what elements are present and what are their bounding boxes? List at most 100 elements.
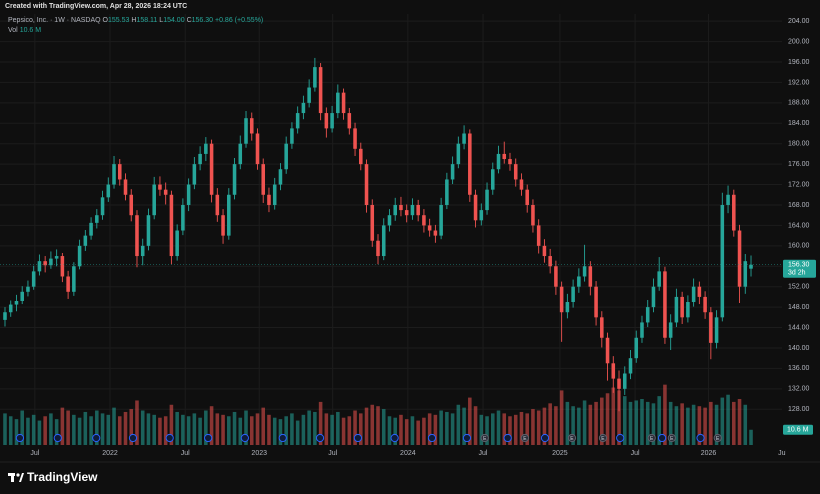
candle-body: [307, 87, 311, 103]
candle-body: [737, 230, 742, 287]
dividend-marker: [540, 433, 550, 443]
candle-body: [290, 128, 294, 144]
candle-body: [8, 304, 13, 313]
volume-bar: [26, 417, 30, 445]
volume-bar: [267, 414, 271, 445]
volume-bar: [479, 414, 484, 445]
candle-body: [416, 204, 420, 216]
candle-body: [364, 164, 369, 205]
y-tick-label: 184.00: [788, 120, 810, 127]
candle-body: [473, 194, 478, 221]
candle-body: [686, 302, 690, 318]
volume-bar: [462, 407, 466, 445]
volume-bar: [117, 416, 122, 445]
candle-body: [663, 271, 667, 338]
volume-bar: [605, 393, 610, 445]
volume-bar: [307, 410, 311, 445]
volume-bar: [49, 413, 53, 445]
volume-bar: [347, 416, 352, 445]
candle-body: [531, 204, 535, 226]
earnings-label: E: [483, 436, 487, 442]
earnings-marker: [520, 433, 530, 443]
earnings-marker: [647, 433, 656, 443]
candle-body: [554, 266, 558, 287]
y-tick-label: 192.00: [788, 79, 810, 86]
candle-body: [72, 266, 76, 292]
ohlc-value: 155.53: [108, 17, 130, 24]
earnings-marker: [567, 433, 577, 443]
candle-body: [588, 266, 593, 287]
candle-body: [112, 164, 116, 185]
x-tick-label: Jul: [631, 450, 640, 457]
candle-body: [634, 337, 639, 359]
earnings-label: E: [650, 436, 654, 442]
volume-bar: [737, 399, 742, 445]
candle-body: [43, 261, 47, 266]
candle-body: [565, 302, 570, 313]
dividend-marker: [315, 433, 325, 443]
volume-bar: [204, 410, 208, 445]
candle-body: [536, 225, 541, 246]
volume-bar: [422, 417, 426, 445]
dividend-marker: [15, 433, 25, 443]
dividend-marker: [92, 433, 101, 443]
y-tick-label: 168.00: [788, 202, 810, 209]
volume-bar: [209, 406, 214, 445]
ohlc-label: C: [186, 17, 192, 24]
header: Created with TradingView.com, Apr 28, 20…: [5, 3, 188, 10]
dividend-marker: [165, 433, 174, 443]
earnings-marker: [598, 433, 608, 443]
volume-bar: [318, 401, 323, 445]
volume-bar: [439, 410, 443, 445]
candle-body: [135, 215, 139, 257]
volume-bar: [192, 413, 197, 445]
volume-bar: [8, 416, 13, 445]
candle-body: [359, 148, 363, 165]
volume-bar: [60, 407, 65, 445]
volume-bar: [622, 396, 627, 445]
volume-bar: [72, 414, 76, 445]
legend: Pepsico, Inc. · 1W · NASDAQ O155.53 H158…: [8, 17, 263, 24]
volume-bar: [468, 397, 472, 445]
candle-body: [83, 235, 88, 246]
ohlc-label: O: [102, 17, 108, 24]
candle-body: [726, 194, 730, 205]
volume-bar: [691, 404, 696, 445]
volume-value: 10.6 M: [19, 27, 42, 34]
x-tick-label: 2023: [251, 450, 267, 457]
volume-bar: [89, 416, 93, 445]
volume-bar: [54, 419, 59, 445]
volume-bar: [496, 410, 501, 445]
volume-bar: [221, 414, 225, 445]
candle-body: [582, 266, 587, 277]
earnings-label: E: [523, 436, 527, 442]
volume-bar: [169, 404, 174, 445]
volume-bar: [502, 413, 507, 445]
change: +0.86 (+0.55%): [215, 17, 264, 24]
y-tick-label: 204.00: [788, 18, 810, 25]
volume-bar: [100, 413, 105, 445]
x-tick-label: 2025: [552, 450, 568, 457]
x-tick-label: Jul: [778, 450, 787, 457]
candle-body: [479, 210, 484, 221]
volume-bar: [628, 401, 633, 445]
candle-body: [249, 118, 254, 134]
candle-body: [548, 256, 552, 267]
volume-bar: [657, 396, 661, 445]
candle-body: [617, 378, 621, 389]
volume-bar: [726, 394, 730, 445]
volume-bar: [106, 414, 111, 445]
earnings-label: E: [570, 436, 574, 442]
candle-body: [410, 204, 415, 216]
volume-bar: [66, 410, 70, 445]
ohlc-value: 154.00: [163, 17, 185, 24]
candle-body: [399, 204, 403, 211]
volume-bar: [577, 407, 581, 445]
volume-bar: [261, 407, 266, 445]
candle-body: [100, 197, 105, 216]
volume-bar: [227, 416, 231, 445]
y-tick-label: 136.00: [788, 365, 810, 372]
volume-bar: [295, 420, 300, 445]
candle-body: [732, 194, 736, 231]
